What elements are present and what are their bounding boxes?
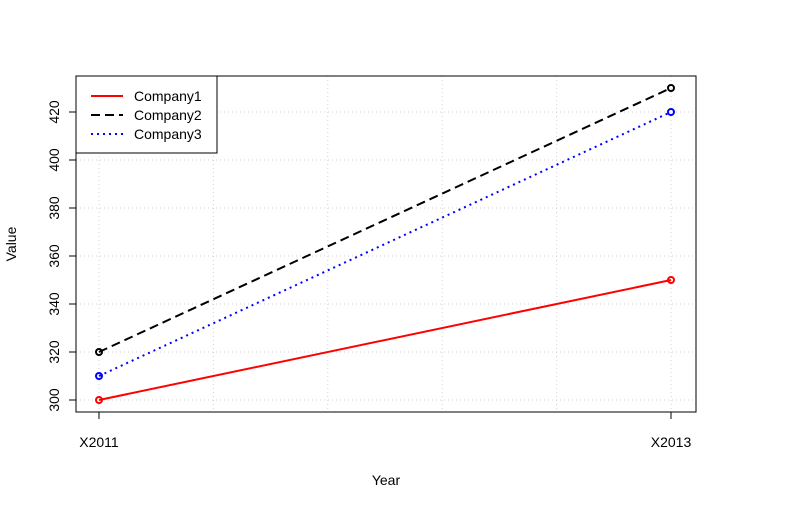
series-2 xyxy=(95,84,675,356)
data-point xyxy=(95,348,103,356)
series-3 xyxy=(95,108,675,380)
y-tick-label: 380 xyxy=(46,196,62,220)
data-point xyxy=(95,372,103,380)
series-line xyxy=(98,279,672,401)
legend-label: Company1 xyxy=(134,88,202,104)
series-1 xyxy=(95,276,675,404)
x-axis-title: Year xyxy=(372,472,401,488)
x-tick-label: X2011 xyxy=(79,434,119,450)
axes: 300 320 340 360 380 400 420 X2011 X2013 xyxy=(46,100,692,450)
y-tick-label: 400 xyxy=(46,148,62,172)
y-tick-label: 300 xyxy=(46,388,62,412)
data-point xyxy=(95,396,103,404)
y-axis-title: Value xyxy=(3,226,19,261)
data-point xyxy=(667,84,675,92)
data-point xyxy=(667,108,675,116)
legend-label: Company2 xyxy=(134,107,202,123)
legend: Company1 Company2 Company3 xyxy=(75,75,218,154)
series-layer xyxy=(95,84,675,404)
data-point xyxy=(667,276,675,284)
y-tick-label: 420 xyxy=(46,100,62,124)
plot-frame xyxy=(75,75,697,413)
y-tick-label: 360 xyxy=(46,244,62,268)
legend-box xyxy=(75,75,218,154)
x-tick-label: X2013 xyxy=(651,434,692,450)
y-tick-label: 320 xyxy=(46,340,62,364)
y-tick-label: 340 xyxy=(46,292,62,316)
series-line xyxy=(98,87,672,353)
legend-label: Company3 xyxy=(134,126,202,142)
